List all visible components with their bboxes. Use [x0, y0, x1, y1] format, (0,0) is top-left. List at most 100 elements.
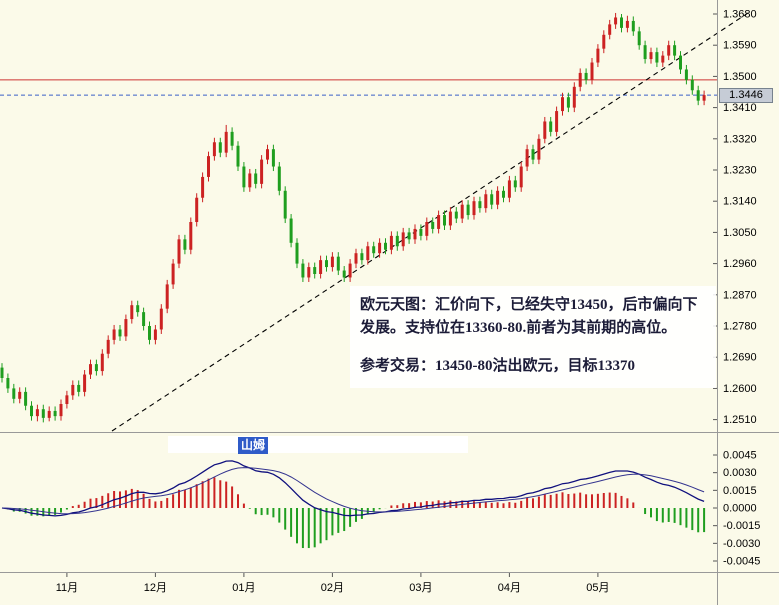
candle-body [71, 384, 75, 396]
month-tick-label: 03月 [409, 582, 432, 594]
candle-body [460, 204, 464, 219]
candle-body [661, 55, 665, 63]
candle-body [254, 173, 258, 184]
candle-body [484, 194, 488, 209]
candle-body [6, 378, 10, 389]
candle-body [466, 204, 470, 216]
candle-body [112, 329, 116, 340]
candle-body [165, 284, 169, 309]
candle-body [496, 190, 500, 205]
candle-body [307, 267, 311, 278]
month-tick-label: 12月 [144, 582, 167, 594]
candle-body [100, 353, 104, 372]
candle-body [153, 329, 157, 340]
price-tick-label: 1.2870 [723, 289, 757, 301]
candle-body [336, 256, 340, 271]
candle-body [608, 24, 612, 35]
candle-body [266, 149, 269, 160]
candle-body [230, 131, 234, 146]
indicator-tick-label: -0.0015 [723, 520, 760, 532]
candle-body [372, 246, 376, 254]
indicator-label[interactable]: 山姆 [238, 437, 269, 454]
candle-body [472, 201, 476, 216]
candle-body [77, 384, 81, 392]
candle-body [148, 326, 151, 340]
candle-body [637, 31, 641, 46]
candle-body [53, 410, 57, 417]
candle-body [201, 176, 205, 198]
candle-body [649, 52, 653, 60]
candle-body [106, 339, 110, 354]
candle-body [443, 215, 446, 226]
candle-body [130, 305, 134, 320]
candle-body [94, 364, 98, 372]
candle-body [684, 69, 688, 80]
candle-body [171, 263, 175, 285]
price-tick-label: 1.3680 [723, 9, 757, 21]
candle-body [360, 253, 364, 261]
candle-body [549, 121, 553, 132]
candle-body [602, 34, 606, 49]
trendline [111, 12, 749, 432]
indicator-tick-label: 0.0030 [723, 467, 757, 479]
candle-body [212, 142, 216, 157]
candle-body [437, 215, 441, 229]
price-tick-label: 1.2600 [723, 383, 757, 395]
candle-body [620, 17, 623, 28]
candle-body [283, 190, 287, 219]
candle-body [537, 138, 541, 160]
candle-body [242, 166, 246, 188]
candle-body [631, 20, 635, 32]
candle-body [655, 52, 659, 63]
candle-body [41, 409, 45, 418]
price-tick-label: 1.3590 [723, 40, 757, 52]
candle-body [189, 222, 193, 250]
candle-body [395, 235, 399, 247]
candle-body [301, 263, 305, 278]
candle-body [596, 48, 600, 63]
candle-body [325, 260, 328, 268]
analysis-note-box: 欧元天图：汇价向下，已经失守13450，后市偏向下发展。支持位在13360-80… [350, 286, 716, 388]
candle-body [561, 97, 564, 112]
price-tick-label: 1.2960 [723, 258, 757, 270]
candle-body [354, 253, 358, 264]
candle-body [425, 222, 429, 236]
candle-body [378, 242, 382, 254]
candle-body [207, 156, 210, 177]
candle-body [413, 228, 417, 240]
candle-body [289, 218, 293, 243]
candle-body [330, 256, 334, 268]
candle-body [448, 211, 452, 226]
price-tick-label: 1.2690 [723, 352, 757, 364]
candle-body [667, 45, 671, 56]
price-tick-label: 1.2510 [723, 414, 757, 426]
candle-body [59, 404, 63, 417]
candle-body [502, 190, 505, 198]
candle-body [431, 222, 435, 229]
candle-body [83, 374, 87, 392]
candle-body [578, 72, 582, 87]
candle-body [478, 201, 482, 209]
price-tick-label: 1.3320 [723, 133, 757, 145]
indicator-tick-label: 0.0015 [723, 485, 757, 497]
indicator-label-strip[interactable]: 山姆 [168, 436, 468, 454]
price-tick-label: 1.2780 [723, 321, 757, 333]
candle-body [584, 72, 588, 80]
month-tick-label: 11月 [56, 582, 78, 594]
indicator-main-line [1, 460, 705, 517]
month-tick-label: 05月 [586, 582, 609, 594]
candle-body [401, 232, 405, 247]
candle-body [118, 329, 122, 337]
price-tick-label: 1.3140 [723, 196, 757, 208]
candle-body [673, 45, 677, 56]
candle-body [702, 95, 706, 101]
candle-body [295, 242, 299, 264]
candle-body [454, 211, 458, 219]
candle-body [12, 388, 16, 399]
candle-body [342, 270, 346, 278]
candle-body [65, 395, 69, 405]
month-tick-label: 01月 [232, 582, 255, 594]
candle-body [319, 260, 323, 275]
